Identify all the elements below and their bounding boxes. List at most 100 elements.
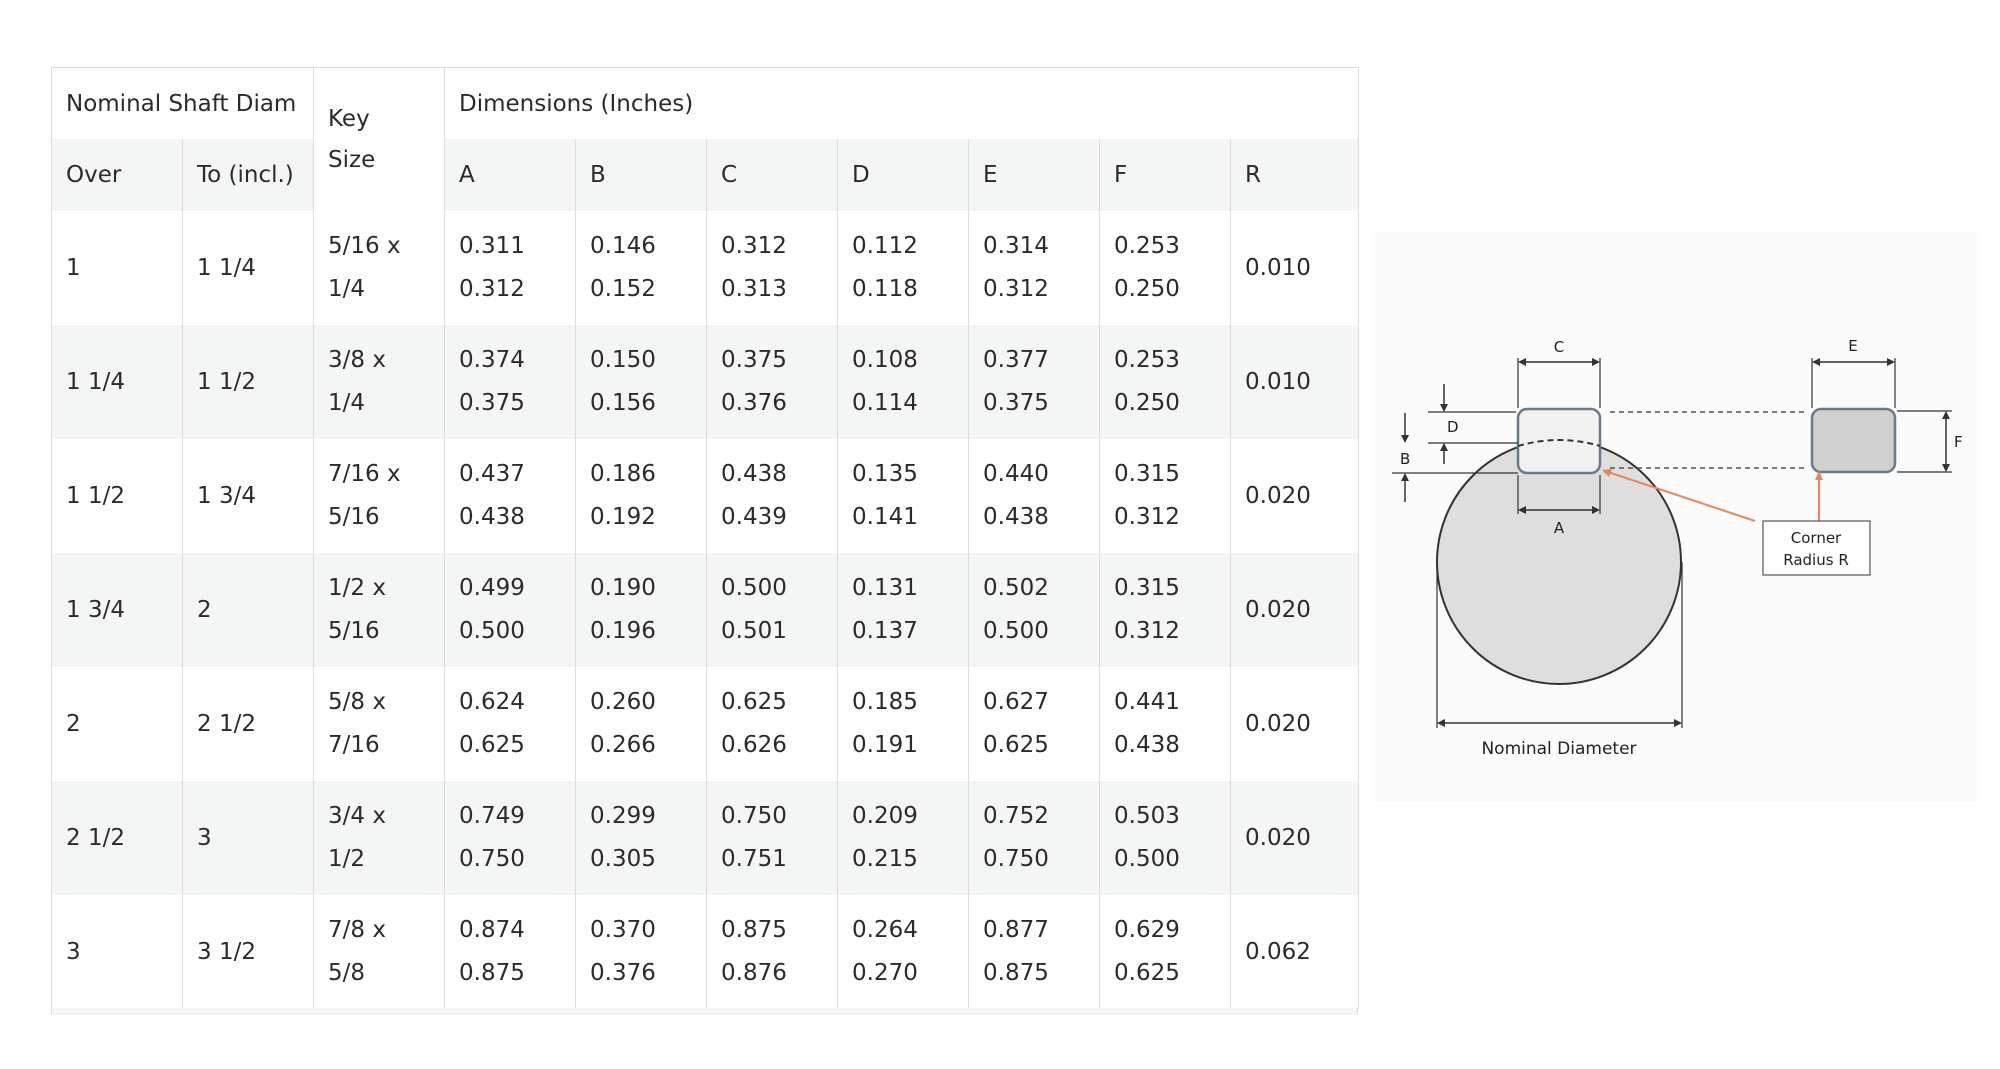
dim-a-cell: 0.311 0.312	[444, 211, 576, 325]
col-a-header: A	[444, 139, 576, 211]
dim-c-cell: 0.375 0.376	[706, 325, 838, 439]
label-e: E	[1848, 337, 1857, 355]
to-cell: 1 1/4	[182, 211, 314, 325]
dim-b-cell: 0.150 0.156	[575, 325, 707, 439]
key-size-line: 5/16 x	[328, 233, 401, 259]
d-arrow-bottom	[1440, 443, 1448, 451]
dim-e-cell: 0.440 0.438	[968, 439, 1100, 553]
col-c-header: C	[706, 139, 838, 211]
dim-value: 0.750	[459, 846, 525, 872]
dim-value: 0.253	[1114, 233, 1180, 259]
dim-value: 0.314	[983, 233, 1049, 259]
dim-e-cell: 0.752 0.750	[968, 781, 1100, 895]
dim-a-cell: 0.437 0.438	[444, 439, 576, 553]
over-cell: 1 1/2	[51, 439, 183, 553]
dim-b-cell: 0.186 0.192	[575, 439, 707, 553]
table-row: 1 1/4 1 1/2 3/8 x 1/4 0.374 0.375 0.150 0.156 0.…	[51, 325, 1359, 439]
dim-value: 0.438	[1114, 732, 1180, 758]
dim-b-cell: 0.370 0.376	[575, 895, 707, 1009]
key-size-line: 5/8 x	[328, 689, 386, 715]
dim-value: 0.377	[983, 347, 1049, 373]
dim-value: 0.260	[590, 689, 656, 715]
dim-value: 0.190	[590, 575, 656, 601]
table-row: 1 1/2 1 3/4 7/16 x 5/16 0.437 0.438 0.186 0.192…	[51, 439, 1359, 553]
dim-c-cell: 0.500 0.501	[706, 553, 838, 667]
key-dimensions-table: Nominal Shaft Diam Key Size Dimensions (…	[51, 67, 1360, 1009]
shaft-circle	[1436, 439, 1682, 685]
dim-a-cell: 0.499 0.500	[444, 553, 576, 667]
dim-value: 0.312	[983, 276, 1049, 302]
dim-f-cell: 0.315 0.312	[1099, 439, 1231, 553]
dim-value: 0.141	[852, 504, 918, 530]
dim-f-cell: 0.629 0.625	[1099, 895, 1231, 1009]
dim-value: 0.629	[1114, 917, 1180, 943]
dim-value: 0.440	[983, 461, 1049, 487]
dim-value: 0.313	[721, 276, 787, 302]
dim-f-cell: 0.253 0.250	[1099, 211, 1231, 325]
dim-value: 0.750	[983, 846, 1049, 872]
dim-a-cell: 0.624 0.625	[444, 667, 576, 781]
label-b: B	[1400, 450, 1410, 468]
keyway-diagram-svg: C E F D B A	[1392, 337, 1963, 759]
to-cell: 2 1/2	[182, 667, 314, 781]
dim-value: 0.500	[721, 575, 787, 601]
dim-value: 0.437	[459, 461, 525, 487]
dim-r-cell: 0.020	[1229, 553, 1359, 667]
nominal-diameter-label: Nominal Diameter	[1481, 739, 1636, 759]
d-arrow-top	[1440, 404, 1448, 412]
key-size-line: 5/16	[328, 504, 380, 530]
col-d-header: D	[837, 139, 969, 211]
key-size-cell: 7/8 x 5/8	[313, 895, 445, 1009]
dim-value: 0.438	[721, 461, 787, 487]
to-cell: 2	[182, 553, 314, 667]
dim-value: 0.250	[1114, 276, 1180, 302]
to-cell: 3 1/2	[182, 895, 314, 1009]
dim-a-cell: 0.874 0.875	[444, 895, 576, 1009]
dim-value: 0.625	[1114, 960, 1180, 986]
label-c: C	[1554, 338, 1564, 356]
dim-value: 0.312	[721, 233, 787, 259]
dim-value: 0.749	[459, 803, 525, 829]
label-f: F	[1954, 433, 1963, 451]
dim-value: 0.264	[852, 917, 918, 943]
dim-value: 0.500	[459, 618, 525, 644]
dim-value: 0.305	[590, 846, 656, 872]
dim-value: 0.146	[590, 233, 656, 259]
dim-value: 0.135	[852, 461, 918, 487]
dim-f-cell: 0.441 0.438	[1099, 667, 1231, 781]
dim-a-cell: 0.749 0.750	[444, 781, 576, 895]
key-size-line: 7/16 x	[328, 461, 401, 487]
key-size-line: 1/2 x	[328, 575, 386, 601]
dim-value: 0.192	[590, 504, 656, 530]
dim-value: 0.376	[590, 960, 656, 986]
dim-b-cell: 0.190 0.196	[575, 553, 707, 667]
col-f-header: F	[1099, 139, 1231, 211]
dim-value: 0.315	[1114, 575, 1180, 601]
dim-value: 0.131	[852, 575, 918, 601]
b-arrow-top	[1401, 435, 1409, 443]
key-size-line: 1/4	[328, 390, 366, 416]
dim-c-cell: 0.875 0.876	[706, 895, 838, 1009]
dim-value: 0.877	[983, 917, 1049, 943]
dim-value: 0.876	[721, 960, 787, 986]
dim-value: 0.215	[852, 846, 918, 872]
dim-value: 0.196	[590, 618, 656, 644]
dim-value: 0.375	[721, 347, 787, 373]
dim-value: 0.624	[459, 689, 525, 715]
dim-value: 0.312	[1114, 618, 1180, 644]
dim-value: 0.118	[852, 276, 918, 302]
dim-r-cell: 0.010	[1229, 325, 1359, 439]
dim-value: 0.503	[1114, 803, 1180, 829]
over-cell: 1	[51, 211, 183, 325]
dim-value: 0.438	[983, 504, 1049, 530]
dimensions-header: Dimensions (Inches)	[443, 67, 1359, 139]
dim-c-cell: 0.625 0.626	[706, 667, 838, 781]
dim-r-cell: 0.010	[1229, 211, 1359, 325]
dim-value: 0.625	[459, 732, 525, 758]
dim-c-cell: 0.750 0.751	[706, 781, 838, 895]
corner-label-line2: Radius R	[1783, 551, 1849, 569]
key-size-cell: 7/16 x 5/16	[313, 439, 445, 553]
dim-value: 0.191	[852, 732, 918, 758]
